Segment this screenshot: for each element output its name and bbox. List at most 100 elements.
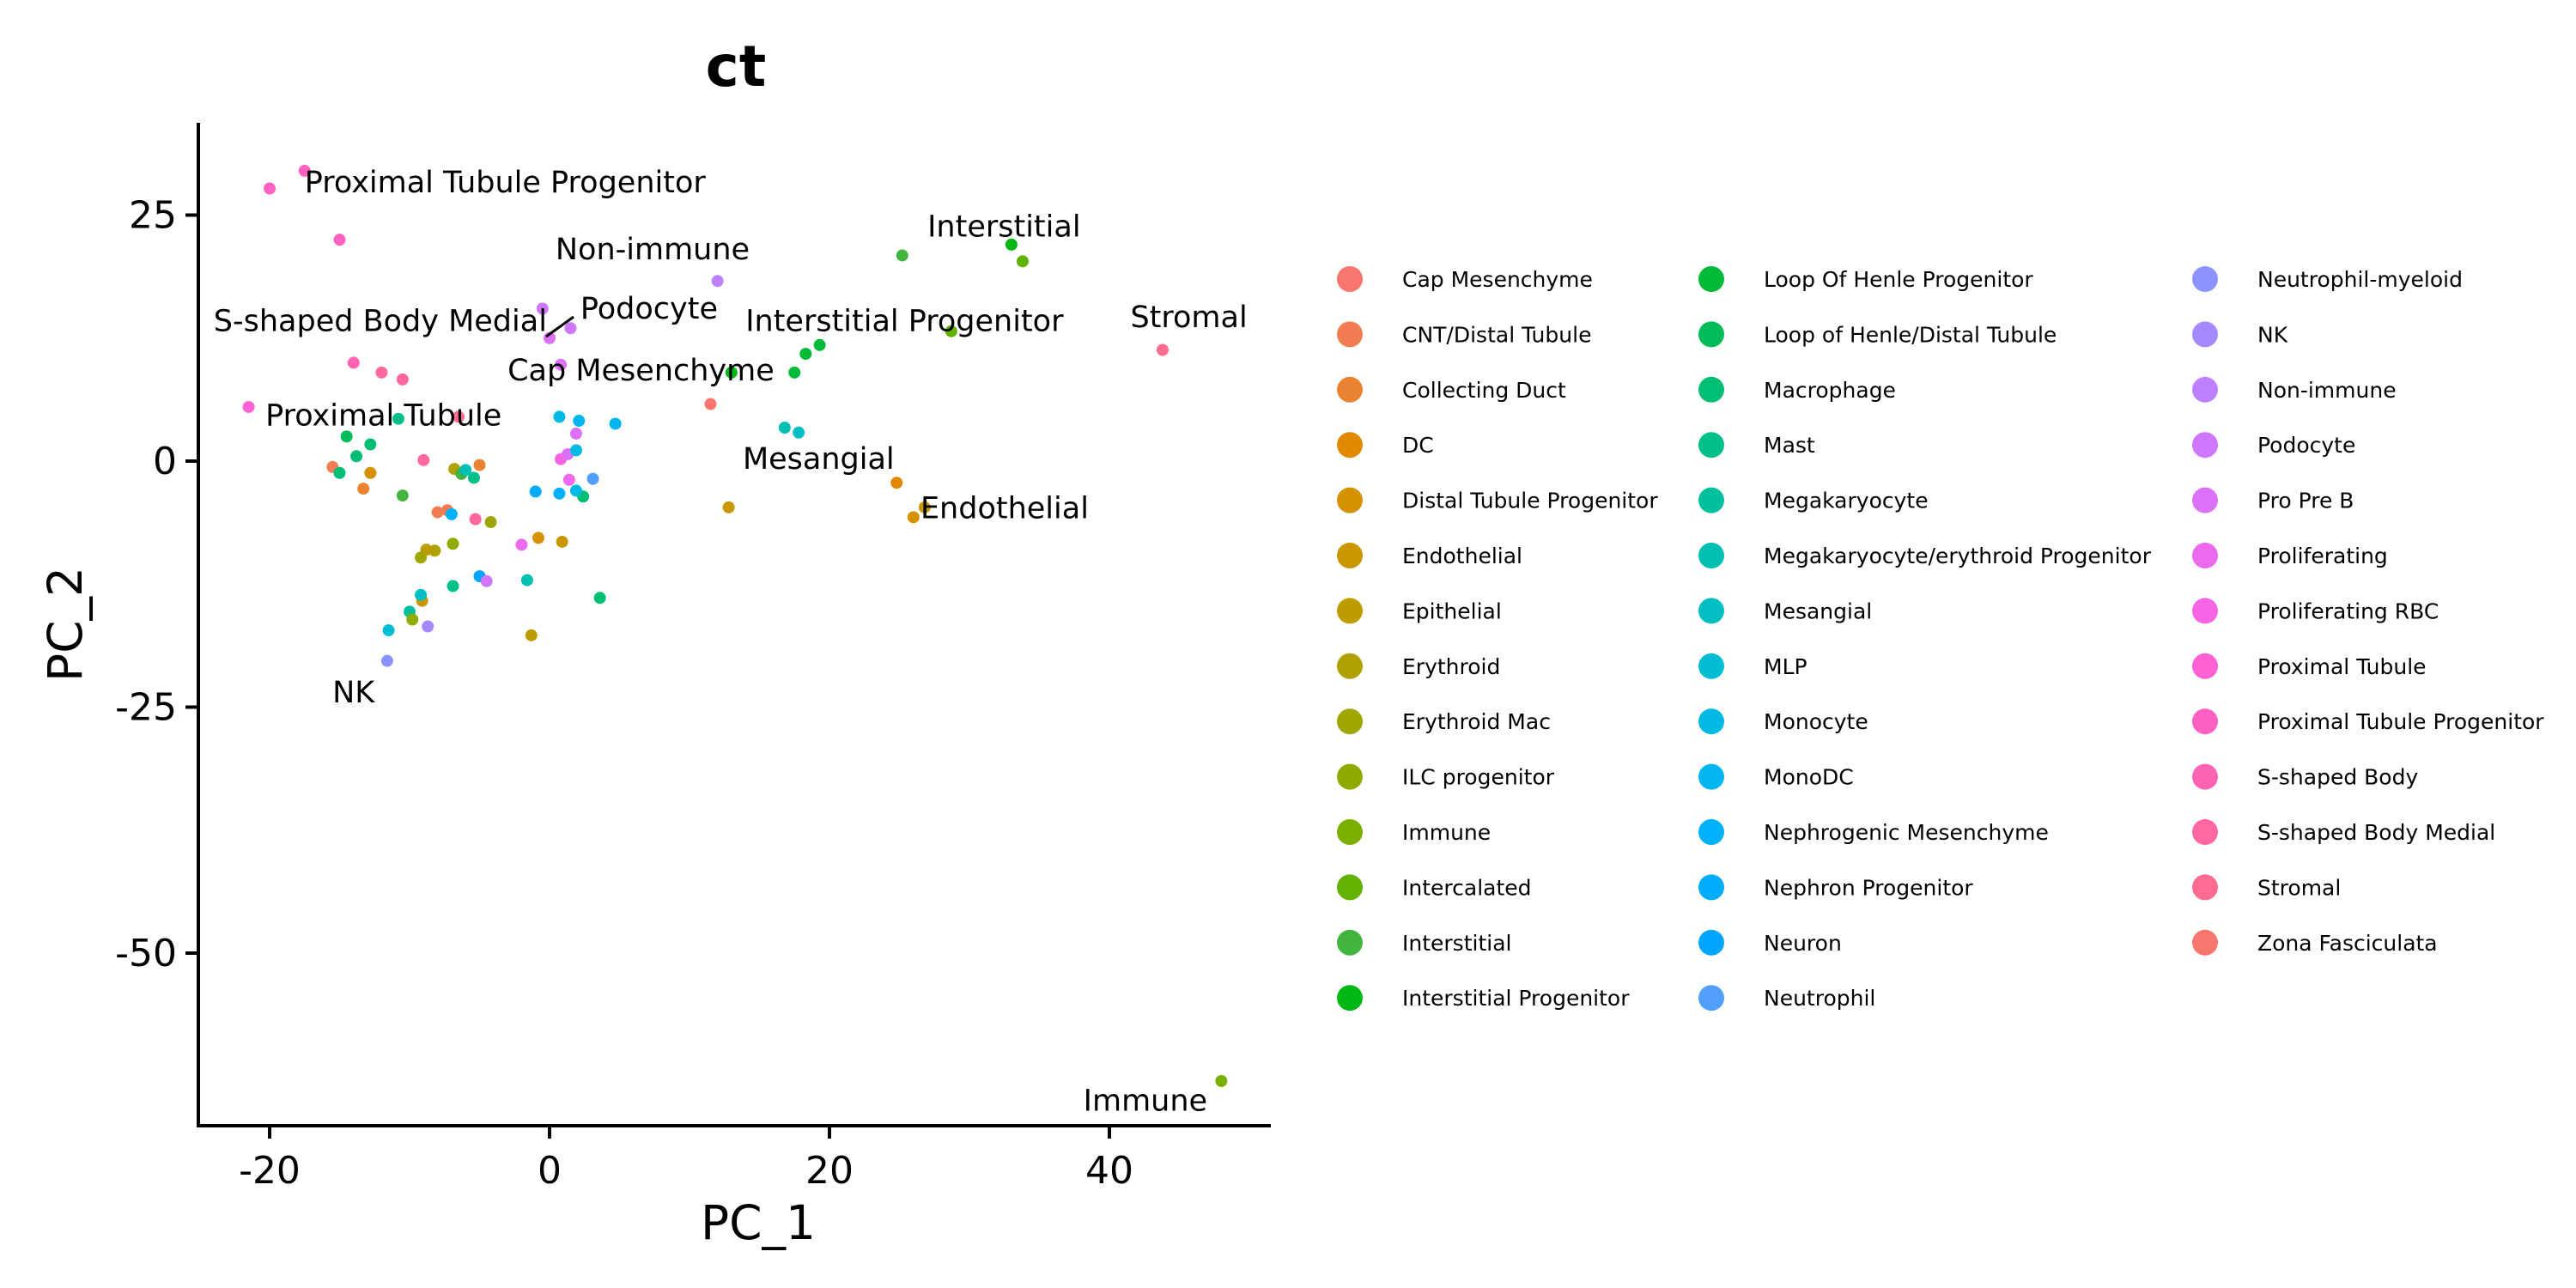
legend-label: DC bbox=[1402, 433, 1434, 458]
data-point bbox=[945, 325, 957, 337]
data-point bbox=[415, 588, 428, 601]
point-annotation: Interstitial Progenitor bbox=[745, 305, 1064, 339]
data-point bbox=[350, 450, 363, 463]
data-point bbox=[467, 471, 480, 484]
legend-label: Loop of Henle/Distal Tubule bbox=[1764, 322, 2057, 347]
legend-key bbox=[1337, 929, 1363, 956]
data-point bbox=[264, 182, 276, 195]
y-tick-label: -50 bbox=[115, 932, 177, 975]
x-tick-label: -20 bbox=[239, 1149, 301, 1193]
legend-label: Megakaryocyte/erythroid Progenitor bbox=[1764, 544, 2152, 568]
legend-label: Zona Fasciculata bbox=[2257, 931, 2438, 956]
legend-label: Intercalated bbox=[1402, 875, 1532, 900]
legend-key bbox=[2192, 763, 2218, 790]
point-annotation: S-shaped Body Medial bbox=[214, 305, 547, 339]
data-point bbox=[375, 366, 388, 379]
legend-label: Neutrophil bbox=[1764, 986, 1875, 1011]
legend-key bbox=[1698, 874, 1724, 901]
legend-label: Proximal Tubule Progenitor bbox=[2257, 709, 2544, 734]
legend-key bbox=[1337, 985, 1363, 1012]
y-tick-label: 0 bbox=[153, 440, 177, 483]
legend-label: Nephron Progenitor bbox=[1764, 875, 1973, 900]
legend-key bbox=[1337, 543, 1363, 568]
podocyte-leader-line bbox=[545, 315, 574, 338]
data-point bbox=[569, 444, 582, 457]
legend-label: Non-immune bbox=[2257, 378, 2397, 403]
y-tick-label: -25 bbox=[115, 686, 177, 730]
point-annotation: Endothelial bbox=[920, 491, 1089, 526]
legend-key bbox=[1698, 598, 1724, 624]
data-point bbox=[918, 501, 931, 513]
legend-label: ILC progenitor bbox=[1402, 765, 1555, 790]
data-point bbox=[396, 373, 409, 386]
data-point bbox=[333, 466, 346, 479]
legend-key bbox=[2192, 874, 2218, 901]
data-point bbox=[555, 358, 568, 371]
chart-title: ct bbox=[706, 33, 767, 100]
legend-label: Endothelial bbox=[1402, 544, 1522, 568]
data-point bbox=[788, 366, 801, 379]
legend: Cap Mesenchyme CNT/Distal Tubule Collectin… bbox=[1337, 266, 2544, 1012]
data-point bbox=[445, 507, 458, 520]
data-point bbox=[396, 489, 409, 502]
legend-label: Proliferating bbox=[2257, 544, 2388, 568]
legend-label: NK bbox=[2257, 322, 2288, 347]
data-point bbox=[907, 511, 920, 524]
data-point bbox=[890, 477, 903, 489]
data-point bbox=[569, 427, 582, 440]
x-axis-label: PC_1 bbox=[701, 1195, 816, 1250]
data-points bbox=[242, 164, 1228, 1087]
legend-key bbox=[1698, 487, 1724, 513]
legend-key bbox=[1698, 929, 1724, 956]
point-annotation: Immune bbox=[1084, 1084, 1207, 1118]
legend-label: Neutrophil-myeloid bbox=[2257, 267, 2463, 292]
legend-label: Mesangial bbox=[1764, 598, 1872, 623]
legend-key bbox=[1698, 376, 1724, 403]
legend-key bbox=[2192, 543, 2218, 568]
legend-key bbox=[1698, 432, 1724, 459]
data-point bbox=[1016, 255, 1029, 268]
data-point bbox=[447, 580, 459, 592]
data-point bbox=[520, 574, 533, 586]
data-point bbox=[242, 400, 255, 413]
point-annotation: Mesangial bbox=[743, 442, 895, 477]
data-point bbox=[536, 302, 549, 315]
data-point bbox=[564, 322, 577, 335]
data-point bbox=[453, 410, 465, 423]
legend-label: Stromal bbox=[2257, 875, 2341, 900]
data-point bbox=[704, 398, 717, 410]
legend-key bbox=[1698, 985, 1724, 1012]
data-point bbox=[813, 338, 826, 351]
legend-label: Mast bbox=[1764, 433, 1815, 458]
data-point bbox=[553, 410, 566, 423]
data-point bbox=[711, 275, 724, 288]
legend-key bbox=[1337, 819, 1363, 845]
legend-label: Interstitial bbox=[1402, 931, 1511, 956]
legend-label: Erythroid Mac bbox=[1402, 709, 1551, 734]
data-point bbox=[799, 348, 812, 361]
point-annotations: Proximal Tubule Progenitor Non-immune Inte… bbox=[214, 166, 1248, 1118]
data-point bbox=[532, 532, 544, 544]
data-point bbox=[347, 356, 360, 369]
data-point bbox=[406, 613, 419, 626]
data-point bbox=[1005, 238, 1018, 251]
data-point bbox=[553, 487, 566, 500]
legend-label: CNT/Distal Tubule bbox=[1402, 322, 1591, 347]
legend-key bbox=[1698, 763, 1724, 790]
legend-key bbox=[1337, 598, 1363, 624]
data-point bbox=[793, 426, 805, 439]
legend-key bbox=[1337, 266, 1363, 292]
legend-key bbox=[2192, 929, 2218, 956]
legend-label: Loop Of Henle Progenitor bbox=[1764, 267, 2033, 292]
legend-key bbox=[1698, 321, 1724, 348]
data-point bbox=[480, 574, 493, 587]
legend-label: Megakaryocyte bbox=[1764, 489, 1929, 513]
data-point bbox=[333, 234, 346, 246]
legend-label: Proximal Tubule bbox=[2257, 654, 2427, 679]
legend-label: Proliferating RBC bbox=[2257, 598, 2439, 623]
x-tick-label: 40 bbox=[1085, 1149, 1133, 1193]
data-point bbox=[725, 366, 738, 379]
legend-key bbox=[2192, 376, 2218, 403]
